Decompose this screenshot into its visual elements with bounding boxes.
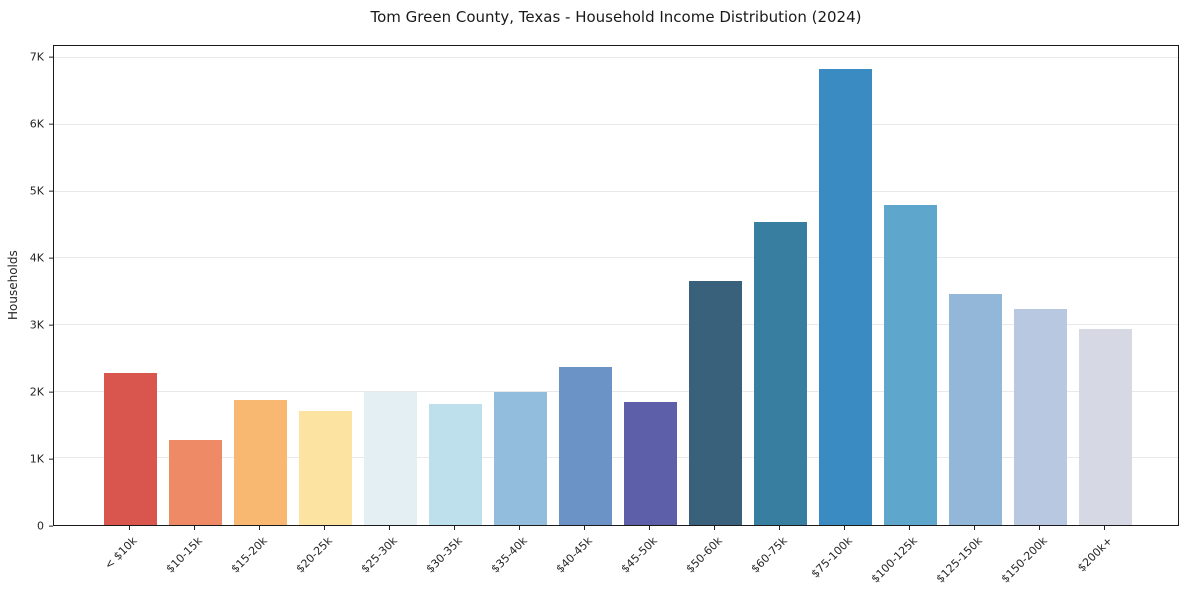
bar-$60-75k xyxy=(754,222,807,525)
x-tick xyxy=(583,526,586,530)
bar-$100-125k xyxy=(884,204,937,525)
gridline xyxy=(54,390,1178,392)
x-tick xyxy=(843,526,846,530)
x-tick xyxy=(973,526,976,530)
y-tick-label: 7K xyxy=(29,50,44,64)
bar-$15-20k xyxy=(234,399,287,525)
y-tick xyxy=(49,56,53,58)
bar-$50-60k xyxy=(689,280,742,525)
x-tick-label: $20-25k xyxy=(293,534,335,576)
x-tick xyxy=(518,526,521,530)
y-axis: 0 1K 2K 3K 4K 5K 6K 7K xyxy=(0,45,53,532)
bar-$20-25k xyxy=(299,410,352,525)
bar-$45-50k xyxy=(624,401,677,525)
x-tick-label: $50-60k xyxy=(683,534,725,576)
bars-row xyxy=(54,46,1178,525)
bar-$40-45k xyxy=(559,366,612,525)
bar-$75-100k xyxy=(819,68,872,525)
gridline xyxy=(54,457,1178,459)
x-tick-label: $125-150k xyxy=(933,534,985,586)
gridline xyxy=(54,257,1178,259)
x-tick-label: $40-45k xyxy=(553,534,595,576)
x-tick xyxy=(193,526,196,530)
x-axis: < $10k $10-15k $15-20k $20-25k $25-30k $30-35… xyxy=(53,526,1179,590)
y-tick xyxy=(49,257,53,259)
bar-< $10k xyxy=(104,372,157,525)
gridline xyxy=(54,323,1178,325)
bar-$10-15k xyxy=(169,439,222,525)
y-tick xyxy=(49,458,53,460)
bar-$25-30k xyxy=(364,391,417,525)
x-tick-label: $10-15k xyxy=(163,534,205,576)
y-tick-label: 0 xyxy=(37,519,44,533)
y-tick xyxy=(49,525,53,527)
y-tick xyxy=(49,391,53,393)
x-tick-label: < $10k xyxy=(102,534,140,572)
x-tick xyxy=(648,526,651,530)
x-tick xyxy=(323,526,326,530)
bar-$150-200k xyxy=(1014,308,1067,525)
x-tick xyxy=(258,526,261,530)
x-tick-label: $60-75k xyxy=(748,534,790,576)
y-tick-label: 3K xyxy=(29,318,44,332)
x-tick xyxy=(1103,526,1106,530)
x-tick-label: $30-35k xyxy=(423,534,465,576)
y-tick xyxy=(49,324,53,326)
x-tick-label: $15-20k xyxy=(228,534,270,576)
gridline xyxy=(54,57,1178,59)
y-tick-label: 5K xyxy=(29,184,44,198)
bar-$35-40k xyxy=(494,392,547,525)
x-tick-label: $25-30k xyxy=(358,534,400,576)
plot-area xyxy=(53,45,1179,526)
y-tick-label: 6K xyxy=(29,117,44,131)
x-tick xyxy=(453,526,456,530)
x-tick xyxy=(908,526,911,530)
y-tick xyxy=(49,190,53,192)
x-tick xyxy=(713,526,716,530)
x-tick-label: $200k+ xyxy=(1074,534,1115,575)
x-tick xyxy=(128,526,131,530)
x-tick-label: $75-100k xyxy=(808,534,855,581)
bar-$200k+ xyxy=(1079,328,1132,525)
y-tick-label: 4K xyxy=(29,251,44,265)
gridline xyxy=(54,123,1178,125)
bar-$30-35k xyxy=(429,404,482,525)
y-tick-label: 2K xyxy=(29,385,44,399)
x-tick xyxy=(1038,526,1041,530)
x-tick-label: $35-40k xyxy=(488,534,530,576)
x-tick xyxy=(778,526,781,530)
y-tick-label: 1K xyxy=(29,452,44,466)
x-tick-label: $100-125k xyxy=(868,534,920,586)
x-tick-label: $45-50k xyxy=(618,534,660,576)
x-tick-label: $150-200k xyxy=(998,534,1050,586)
chart-title: Tom Green County, Texas - Household Inco… xyxy=(370,8,862,26)
y-tick xyxy=(49,123,53,125)
gridline xyxy=(54,190,1178,192)
bar-$125-150k xyxy=(949,294,1002,525)
x-tick xyxy=(388,526,391,530)
